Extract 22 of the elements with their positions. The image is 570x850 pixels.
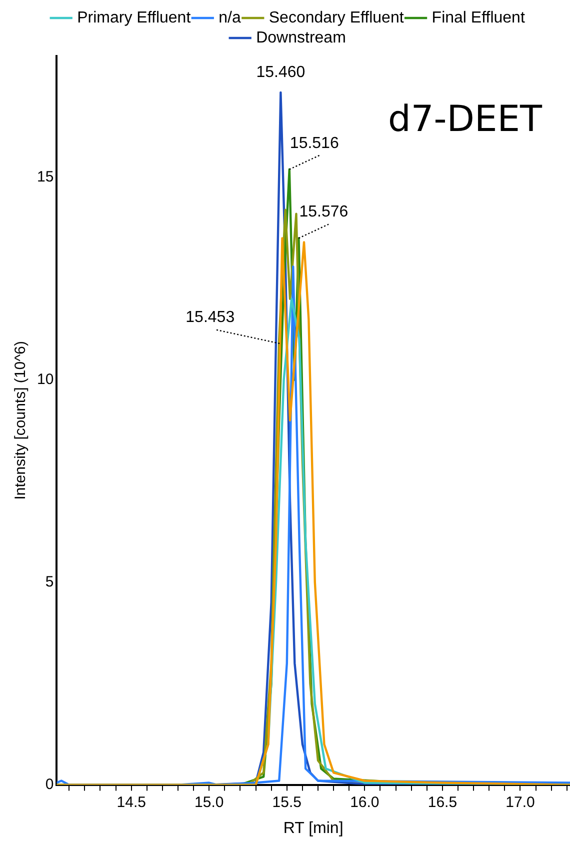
y-tick-label: 5: [45, 573, 54, 590]
annotation: 15.516: [290, 134, 339, 152]
legend-label: n/a: [218, 9, 241, 26]
y-axis-title: Intensity [counts] (10^6): [12, 341, 30, 500]
x-tick-label: 16.5: [428, 794, 458, 811]
y-tick-label: 0: [45, 776, 54, 793]
legend-label: Final Effluent: [432, 9, 526, 26]
annotation: 15.453: [186, 308, 235, 326]
y-tick-label: 15: [36, 168, 54, 186]
annotation: 15.576: [299, 204, 348, 221]
y-tick-label: 10: [36, 371, 54, 388]
x-tick-label: 17.0: [506, 794, 535, 811]
x-tick-label: 14.5: [116, 794, 146, 811]
legend-label: Primary Effluent: [77, 9, 192, 26]
x-tick-label: 15.0: [194, 794, 224, 811]
annotation: 15.460: [256, 64, 306, 81]
x-axis-title: RT [min]: [283, 820, 344, 837]
text: d7-DEET: [388, 99, 544, 140]
x-tick-label: 16.0: [350, 794, 380, 811]
legend-label: Downstream: [256, 29, 346, 46]
legend-label: Secondary Effluent: [268, 9, 404, 26]
x-tick-label: 15.5: [272, 794, 302, 811]
